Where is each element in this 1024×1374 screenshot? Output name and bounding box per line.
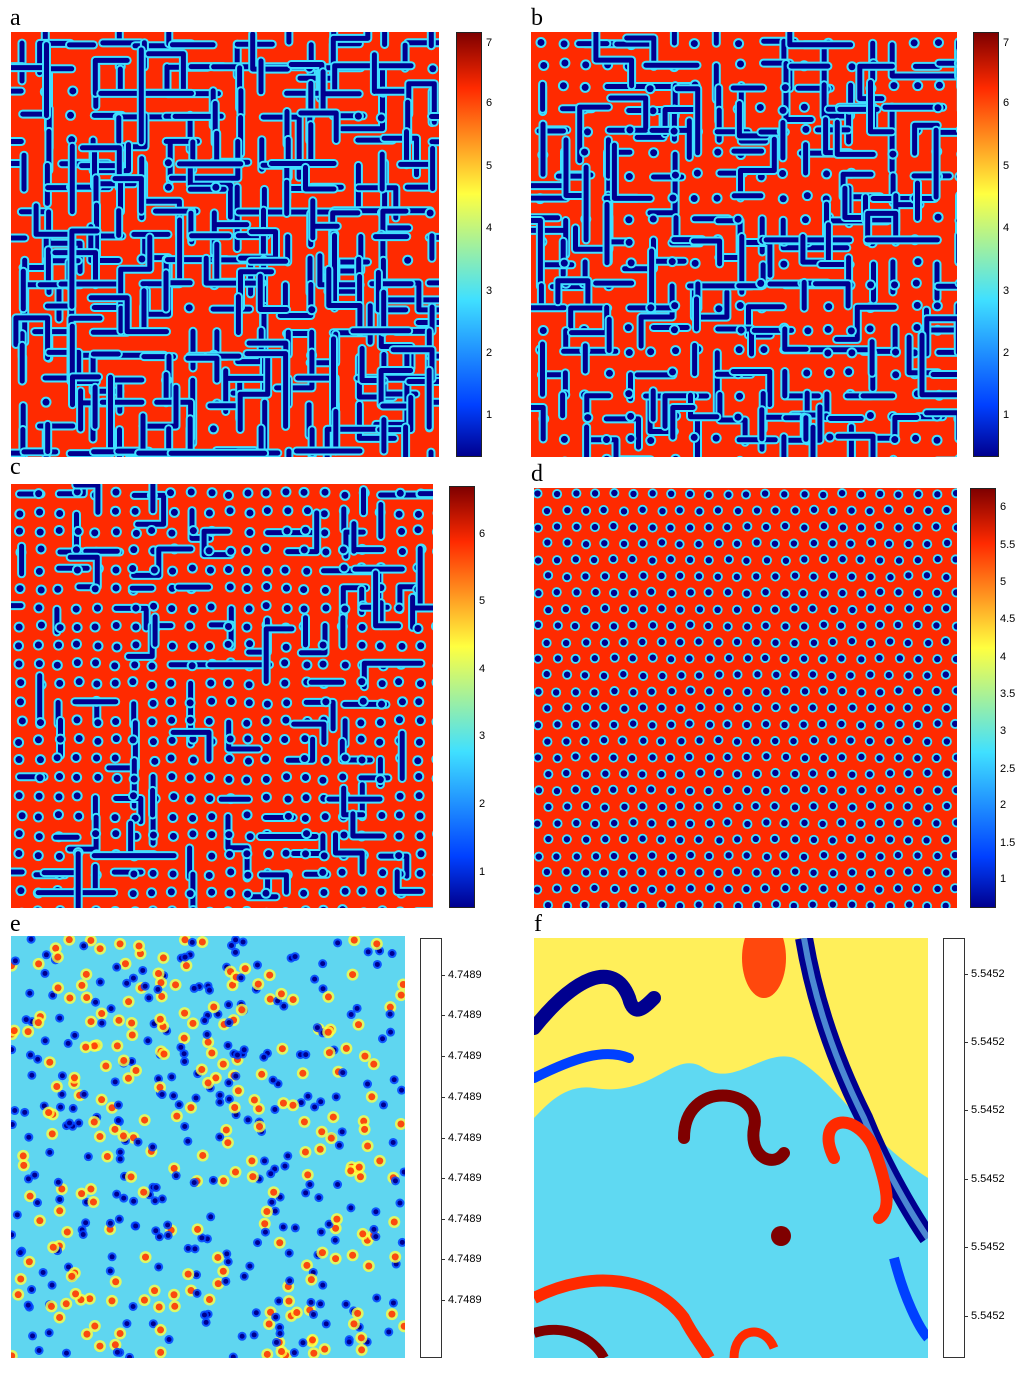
tick-label: 4.7489 — [448, 1009, 482, 1021]
tick-label: 1.5 — [1000, 837, 1016, 849]
tick-label: 4.7489 — [448, 969, 482, 981]
tick-label: 2.5 — [1000, 763, 1016, 775]
tick-label: 4.5 — [1000, 613, 1016, 625]
tick-label: 5.5452 — [971, 1241, 1005, 1253]
panel-label-f: f — [534, 911, 542, 937]
pattern-image-b — [531, 32, 957, 457]
panel-label-c: c — [10, 454, 21, 480]
tick-label: 4 — [1003, 222, 1010, 234]
pattern-image-f — [534, 938, 928, 1358]
tick-label: 5 — [1003, 160, 1010, 172]
tick-label: 6 — [486, 97, 493, 109]
tick-label: 3 — [479, 730, 486, 742]
tick-label: 5.5452 — [971, 1104, 1005, 1116]
tick-label: 5 — [479, 595, 486, 607]
tick-label: 1 — [486, 409, 493, 421]
tick-label: 4.7489 — [448, 1091, 482, 1103]
tick-label: 4 — [486, 222, 493, 234]
tick-label: 3 — [1003, 285, 1010, 297]
colorbar-c — [449, 486, 475, 908]
tick-label: 2 — [1000, 799, 1007, 811]
tick-label: 4.7489 — [448, 1132, 482, 1144]
pattern-image-e — [11, 936, 405, 1358]
colorbar-b — [973, 32, 999, 457]
tick-label: 5 — [486, 160, 493, 172]
tick-label: 2 — [1003, 347, 1010, 359]
tick-label: 3 — [1000, 725, 1007, 737]
tick-label: 5.5452 — [971, 968, 1005, 980]
pattern-image-a — [11, 32, 439, 457]
tick-label: 3 — [486, 285, 493, 297]
tick-label: 4.7489 — [448, 1253, 482, 1265]
tick-label: 4.7489 — [448, 1294, 482, 1306]
tick-label: 4.7489 — [448, 1172, 482, 1184]
pattern-image-c — [11, 484, 433, 908]
tick-label: 4.7489 — [448, 1050, 482, 1062]
tick-label: 6 — [1000, 501, 1007, 513]
colorbar-d — [970, 488, 996, 908]
panel-label-e: e — [10, 911, 21, 937]
tick-label: 7 — [1003, 37, 1010, 49]
tick-label: 4 — [1000, 651, 1007, 663]
tick-label: 5.5 — [1000, 539, 1016, 551]
tick-label: 1 — [1003, 409, 1010, 421]
tick-label: 1 — [479, 866, 486, 878]
panel-label-d: d — [531, 461, 543, 487]
tick-label: 5.5452 — [971, 1310, 1005, 1322]
colorbar-e — [420, 938, 442, 1358]
colorbar-f — [943, 938, 965, 1358]
tick-label: 6 — [479, 528, 486, 540]
tick-label: 1 — [1000, 873, 1007, 885]
tick-label: 3.5 — [1000, 688, 1016, 700]
tick-label: 5 — [1000, 576, 1007, 588]
tick-label: 6 — [1003, 97, 1010, 109]
panel-label-b: b — [531, 5, 543, 31]
colorbar-a — [456, 32, 482, 457]
tick-label: 5.5452 — [971, 1036, 1005, 1048]
tick-label: 2 — [479, 798, 486, 810]
tick-label: 4.7489 — [448, 1213, 482, 1225]
tick-label: 4 — [479, 663, 486, 675]
pattern-image-d — [534, 488, 957, 908]
tick-label: 5.5452 — [971, 1173, 1005, 1185]
tick-label: 2 — [486, 347, 493, 359]
tick-label: 7 — [486, 37, 493, 49]
panel-label-a: a — [10, 5, 21, 31]
